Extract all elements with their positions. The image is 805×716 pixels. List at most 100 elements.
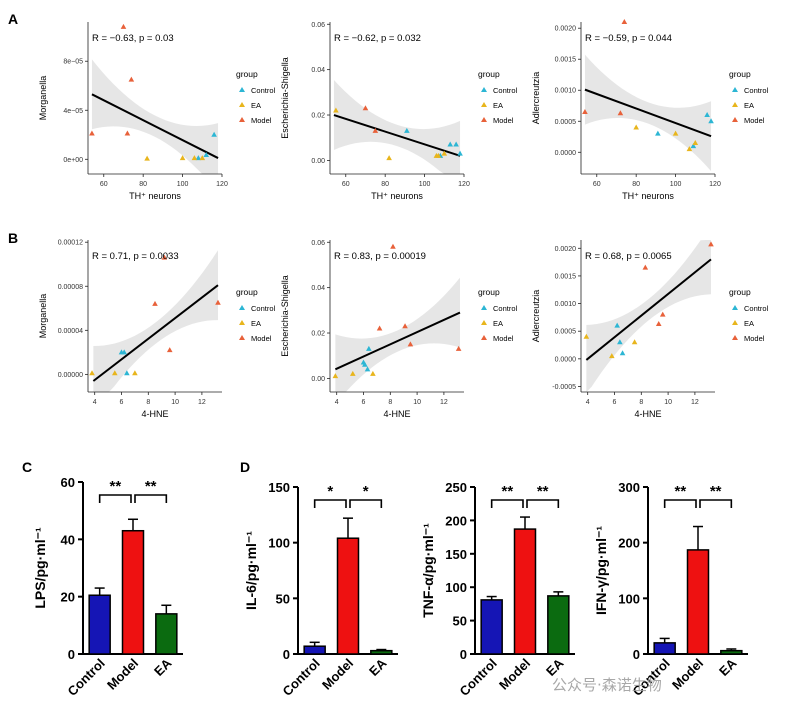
data-point-model [642, 264, 649, 270]
data-point-model [617, 110, 624, 116]
x-tick-label: 80 [381, 181, 389, 188]
bar-ea [370, 649, 393, 655]
bar-ea [547, 595, 570, 655]
legend-label-ea: EA [493, 101, 503, 110]
y-tick-label: 100 [268, 536, 290, 551]
x-tick-label: 12 [440, 399, 448, 406]
x-axis-label: 4-HNE [383, 409, 410, 419]
data-point-control [211, 131, 217, 137]
y-axis-label: Escherichia-Shigella [280, 57, 290, 139]
data-point-control [121, 349, 127, 355]
x-tick-label: 100 [419, 181, 431, 188]
category-label: Control [456, 656, 499, 699]
legend-label-control: Control [251, 86, 276, 95]
category-label: Model [319, 656, 356, 693]
data-point-model [582, 108, 588, 114]
data-point-model [708, 241, 714, 247]
significance-label: * [327, 483, 333, 500]
significance-bracket [663, 499, 697, 508]
y-tick-label: 0.0000 [555, 356, 577, 363]
x-tick-label: 4 [586, 399, 590, 406]
x-tick-label: 6 [362, 399, 366, 406]
legend-marker [239, 87, 245, 92]
y-tick-label: 0.0005 [555, 119, 577, 126]
y-tick-label: 0.02 [311, 113, 325, 120]
x-tick-label: 80 [139, 181, 147, 188]
legend-title: group [478, 69, 500, 79]
legend-marker [481, 87, 487, 92]
x-tick-label: 4 [335, 399, 339, 406]
x-axis-label: TH⁺ neurons [371, 191, 423, 201]
legend-marker [481, 335, 487, 340]
data-point-control [457, 150, 463, 156]
data-point-ea [132, 370, 138, 376]
y-tick-label: 0.0005 [555, 329, 577, 336]
y-tick-label: 0.06 [311, 240, 325, 247]
data-point-control [655, 130, 661, 136]
data-point-ea [441, 150, 448, 156]
legend-label-model: Model [744, 334, 765, 343]
significance-bracket [313, 499, 347, 508]
bar-model [121, 529, 145, 655]
legend-label-ea: EA [744, 101, 754, 110]
category-label: EA [366, 655, 390, 679]
legend-title: group [478, 287, 500, 297]
data-point-model [161, 254, 168, 260]
data-point-ea [199, 155, 206, 161]
legend-label-ea: EA [251, 101, 261, 110]
x-axis-label: 4-HNE [634, 409, 661, 419]
regression-line [91, 93, 219, 159]
scatter-panel: 4 6 8 10 12 -0.0005 0.0000 0.0005 0.0010 0.0015 0.… [531, 240, 769, 419]
data-point-control [708, 118, 714, 124]
data-point-control [704, 112, 710, 118]
legend-marker [481, 117, 487, 122]
data-point-model [372, 127, 379, 133]
data-point-model [390, 243, 396, 249]
bar-control [480, 599, 503, 655]
legend-label-ea: EA [493, 319, 503, 328]
legend-marker [239, 305, 245, 310]
y-tick-label: 0.0020 [555, 26, 577, 33]
x-tick-label: 6 [613, 399, 617, 406]
legend-label-ea: EA [744, 319, 754, 328]
y-axis-label: Adlercreutzia [531, 290, 541, 343]
y-axis-label: Morganella [38, 294, 48, 339]
data-point-ea [686, 146, 693, 152]
scatter-panel: 4 6 8 10 12 0.00 0.02 0.04 0.06 4-HNE Escherichia-… [280, 240, 518, 419]
y-tick-label: 50 [276, 591, 290, 606]
significance-bracket [98, 494, 132, 503]
correlation-annotation: R = 0.71, p = 0.0033 [92, 251, 179, 262]
data-point-control [195, 155, 202, 161]
bar-panel: 0 50 100 150 200 250 TNF-α/pg·ml⁻¹ ControlModel… [420, 480, 575, 699]
category-label: Model [496, 656, 533, 693]
category-label: Model [104, 656, 141, 693]
x-tick-label: 8 [639, 399, 643, 406]
x-axis-label: TH⁺ neurons [622, 191, 674, 201]
x-tick-label: 120 [216, 181, 228, 188]
y-tick-label: 0.06 [311, 22, 325, 29]
x-tick-label: 12 [198, 399, 206, 406]
y-tick-label: 0.00 [311, 376, 325, 383]
legend-marker [481, 320, 487, 325]
x-tick-label: 60 [593, 181, 601, 188]
y-tick-label: 0.00008 [58, 284, 83, 291]
legend-title: group [236, 287, 258, 297]
data-point-ea [435, 152, 442, 158]
y-tick-label: 0.0020 [555, 246, 577, 253]
data-point-ea [386, 155, 392, 161]
legend-title: group [729, 287, 751, 297]
bar-ea [155, 613, 178, 655]
y-tick-label: 200 [618, 536, 640, 551]
x-tick-label: 120 [709, 181, 721, 188]
legend-marker [732, 320, 738, 325]
x-tick-label: 8 [146, 399, 150, 406]
y-tick-label: 0 [633, 647, 640, 662]
x-axis-label: 4-HNE [141, 409, 168, 419]
y-tick-label: 8e−05 [63, 59, 83, 66]
y-tick-label: 0.00004 [58, 328, 83, 335]
regression-line [585, 258, 712, 361]
legend-label-ea: EA [251, 319, 261, 328]
